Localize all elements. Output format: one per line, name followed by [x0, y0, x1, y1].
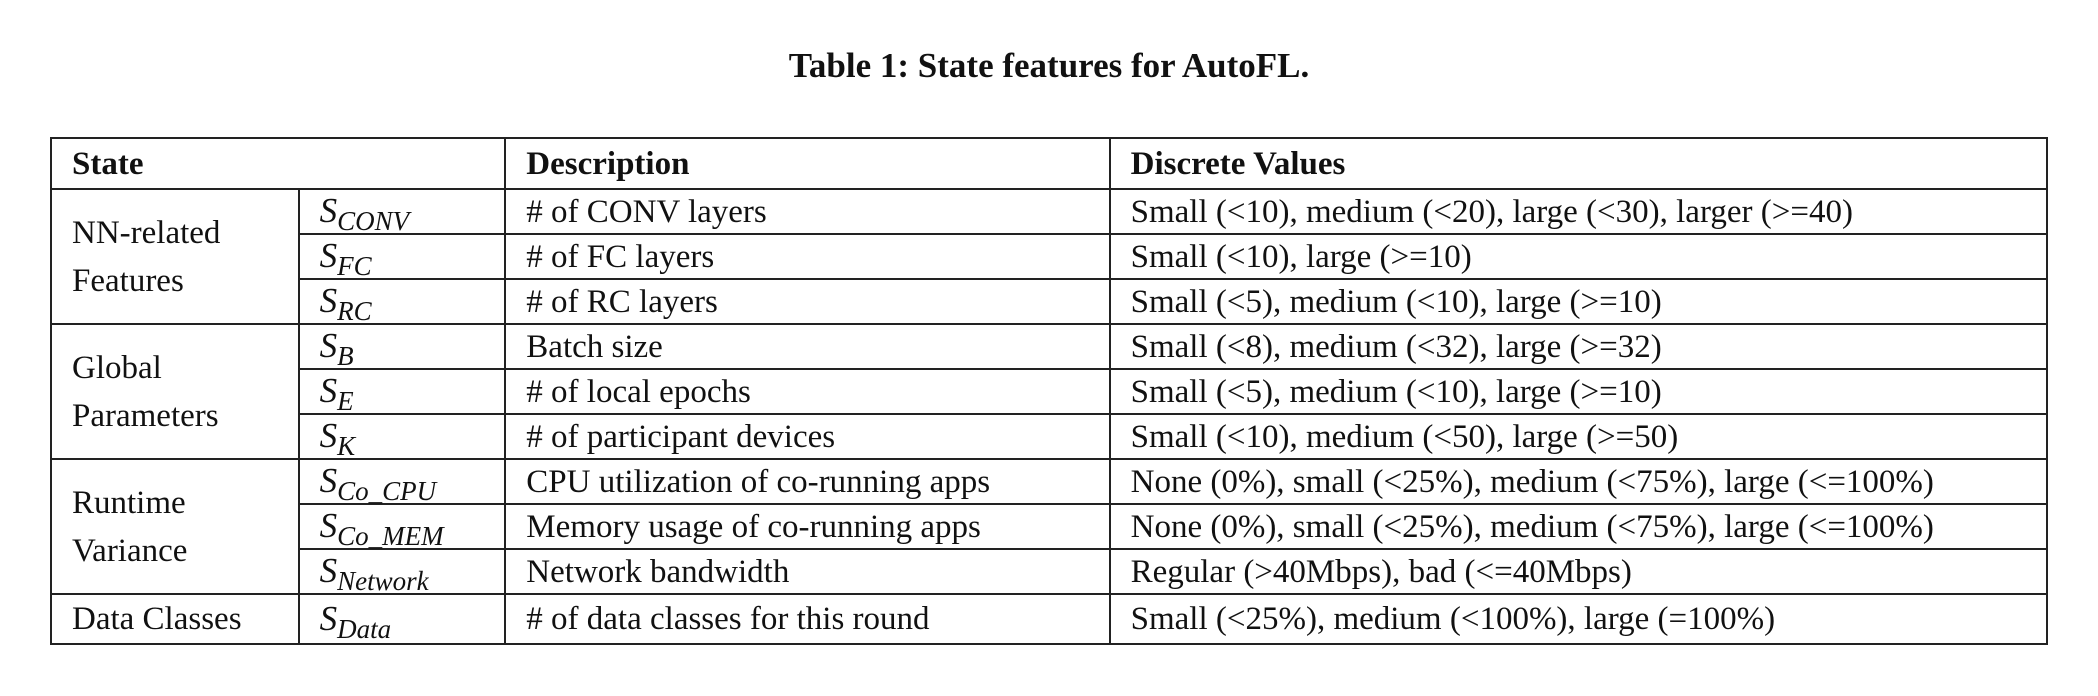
state-symbol: SNetwork: [297, 548, 507, 596]
values-cell: Small (<8), medium (<32), large (>=32): [1108, 323, 2049, 370]
group-label: Runtime Variance: [50, 458, 300, 595]
table-row: Data Classes SData # of data classes for…: [50, 593, 2049, 645]
table-row: SRC # of RC layers Small (<5), medium (<…: [51, 278, 2049, 326]
table-row: Global Parameters SB Batch size Small (<…: [50, 323, 2049, 460]
symbol-letter: S: [319, 461, 338, 500]
symbol-subscript: Data: [337, 613, 392, 644]
values-cell: Regular (>40Mbps), bad (<=40Mbps): [1108, 548, 2049, 595]
values-cell: Small (<10), medium (<20), large (<30), …: [1108, 188, 2049, 235]
description-cell: # of data classes for this round: [504, 593, 1111, 645]
symbol-subscript: RC: [337, 296, 372, 326]
state-symbol: SE: [297, 368, 507, 416]
table-row: SCo_MEM Memory usage of co-running apps …: [51, 503, 2049, 551]
symbol-letter: S: [319, 371, 338, 410]
symbol-subscript: FC: [337, 251, 372, 281]
group-label: NN-related Features: [50, 188, 300, 325]
symbol-subscript: Co_CPU: [337, 476, 437, 506]
table-header-row: State Description Discrete Values: [49, 137, 2049, 190]
symbol-letter: S: [319, 191, 338, 230]
symbol-subscript: CONV: [337, 206, 410, 236]
symbol-letter: S: [319, 326, 338, 365]
symbol-subscript: E: [337, 386, 354, 416]
table-caption: Table 1: State features for AutoFL.: [788, 46, 1310, 85]
symbol-letter: S: [319, 598, 338, 638]
description-cell: # of FC layers: [504, 233, 1111, 280]
table-row: Runtime Variance SCo_CPU CPU utilization…: [50, 458, 2049, 595]
values-cell: Small (<10), large (>=10): [1108, 233, 2049, 280]
description-cell: # of local epochs: [504, 368, 1111, 415]
group-label: Data Classes: [50, 593, 300, 645]
state-features-table: State Description Discrete Values NN-rel…: [49, 137, 2049, 645]
table-row: NN-related Features SCONV # of CONV laye…: [50, 188, 2049, 325]
symbol-letter: S: [319, 281, 338, 320]
description-cell: # of RC layers: [504, 278, 1111, 325]
description-cell: Memory usage of co-running apps: [504, 503, 1111, 550]
description-cell: # of participant devices: [504, 413, 1111, 460]
state-symbol: SCo_MEM: [297, 503, 507, 551]
symbol-letter: S: [319, 236, 338, 275]
values-cell: Small (<5), medium (<10), large (>=10): [1108, 368, 2049, 415]
group-label: Global Parameters: [50, 323, 300, 460]
symbol-subscript: Co_MEM: [337, 521, 444, 551]
header-description: Description: [504, 137, 1111, 190]
table-row: SK # of participant devices Small (<10),…: [51, 413, 2049, 461]
state-symbol: SData: [297, 593, 507, 645]
table-row: SNetwork Network bandwidth Regular (>40M…: [51, 548, 2049, 596]
table-row: SE # of local epochs Small (<5), medium …: [51, 368, 2049, 416]
description-cell: CPU utilization of co-running apps: [504, 458, 1111, 505]
description-cell: Batch size: [504, 323, 1111, 370]
state-symbol: SK: [297, 413, 507, 461]
symbol-letter: S: [319, 506, 338, 545]
values-cell: Small (<5), medium (<10), large (>=10): [1108, 278, 2049, 325]
header-discrete-values: Discrete Values: [1108, 137, 2049, 190]
description-cell: Network bandwidth: [504, 548, 1111, 595]
symbol-letter: S: [319, 416, 338, 455]
description-cell: # of CONV layers: [504, 188, 1111, 235]
symbol-letter: S: [319, 551, 338, 590]
symbol-subscript: B: [337, 341, 354, 371]
values-cell: None (0%), small (<25%), medium (<75%), …: [1108, 458, 2049, 505]
values-cell: Small (<25%), medium (<100%), large (=10…: [1108, 593, 2049, 645]
symbol-subscript: Network: [337, 566, 429, 596]
values-cell: Small (<10), medium (<50), large (>=50): [1108, 413, 2049, 460]
state-symbol: SCONV: [297, 188, 507, 236]
state-symbol: SRC: [297, 278, 507, 326]
state-symbol: SB: [297, 323, 507, 371]
header-state: State: [49, 137, 507, 190]
symbol-subscript: K: [337, 431, 356, 461]
values-cell: None (0%), small (<25%), medium (<75%), …: [1108, 503, 2049, 550]
state-symbol: SCo_CPU: [297, 458, 507, 506]
state-symbol: SFC: [297, 233, 507, 281]
table-row: SFC # of FC layers Small (<10), large (>…: [51, 233, 2049, 281]
